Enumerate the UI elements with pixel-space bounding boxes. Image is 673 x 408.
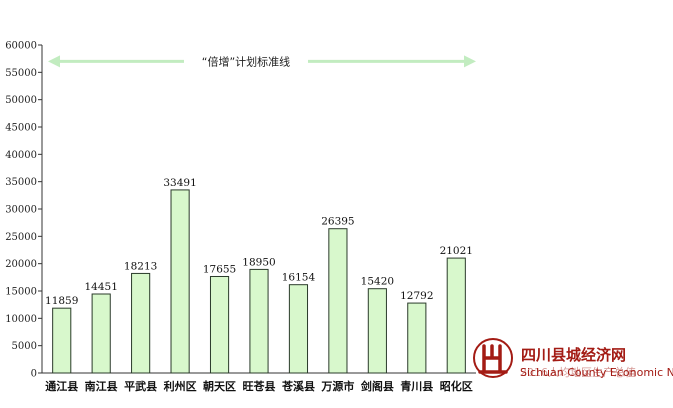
x-tick-label: 苍溪县 bbox=[281, 379, 315, 393]
y-tick-label: 5000 bbox=[12, 341, 37, 352]
y-tick-label: 55000 bbox=[5, 68, 37, 79]
bar-value-label: 14451 bbox=[84, 281, 117, 293]
y-tick-label: 0 bbox=[31, 369, 37, 380]
bar-value-label: 26395 bbox=[321, 216, 354, 228]
bar bbox=[52, 307, 72, 374]
county-seal-logo-icon bbox=[473, 338, 513, 378]
bar-value-label: 15420 bbox=[361, 276, 394, 288]
x-tick-label: 通江县 bbox=[45, 379, 78, 393]
bar-value-label: 12792 bbox=[400, 290, 433, 302]
bars: 11859 14451 18213 33491 17655 18950 16154 26395… bbox=[45, 177, 473, 374]
y-tick-label: 40000 bbox=[5, 150, 37, 161]
x-tick-label: 平武县 bbox=[124, 379, 157, 393]
watermark-subtitle: 2016人均地区生产总值 bbox=[520, 365, 636, 379]
bar bbox=[209, 275, 230, 374]
bar-value-label: 18213 bbox=[124, 260, 157, 272]
bar bbox=[328, 228, 348, 374]
y-tick-label: 30000 bbox=[5, 205, 37, 216]
bar bbox=[170, 189, 190, 374]
y-tick-label: 10000 bbox=[5, 314, 37, 325]
x-tick-label: 朝天区 bbox=[203, 379, 236, 393]
bar bbox=[288, 284, 309, 374]
watermark-english: Sichuan County Economic Net bbox=[520, 366, 673, 379]
x-tick-label: 剑阁县 bbox=[360, 379, 394, 393]
x-axis-ticks: 通江县 南江县 平武县 利州区 朝天区 旺苍县 苍溪县 万源市 剑阁县 青川县 昭化区 bbox=[45, 379, 473, 393]
x-tick-label: 南江县 bbox=[85, 379, 118, 393]
arrow-left-icon bbox=[48, 55, 60, 68]
y-axis-ticks: 0 5000 10000 15000 20000 25000 30000 35000 40000… bbox=[5, 41, 42, 380]
y-tick-label: 35000 bbox=[5, 177, 37, 188]
y-tick-label: 25000 bbox=[5, 232, 37, 243]
y-tick-label: 60000 bbox=[5, 41, 37, 52]
bar bbox=[367, 288, 387, 374]
arrow-right-icon bbox=[464, 55, 476, 68]
bar-value-label: 11859 bbox=[45, 295, 78, 307]
y-tick-label: 45000 bbox=[5, 123, 37, 134]
x-tick-label: 昭化区 bbox=[440, 379, 473, 393]
x-tick-label: 旺苍县 bbox=[243, 379, 276, 393]
y-tick-label: 15000 bbox=[5, 287, 37, 298]
x-tick-label: 万源市 bbox=[320, 379, 354, 393]
bar-value-label: 33491 bbox=[163, 177, 196, 189]
standard-line-annotation: “倍增”计划标准线 bbox=[48, 53, 476, 70]
watermark-title: 四川县城经济网 bbox=[521, 346, 626, 364]
bar bbox=[249, 268, 269, 374]
bar-value-label: 17655 bbox=[203, 263, 236, 275]
bar bbox=[131, 272, 151, 374]
x-tick-label: 青川县 bbox=[400, 379, 433, 393]
watermark: 四川县城经济网 2016人均地区生产总值 Sichuan County Econ… bbox=[473, 338, 673, 379]
bar bbox=[407, 302, 427, 374]
y-tick-label: 50000 bbox=[5, 95, 37, 106]
bar bbox=[91, 293, 111, 374]
annotation-label: “倍增”计划标准线 bbox=[202, 54, 290, 68]
bar-value-label: 18950 bbox=[242, 256, 275, 268]
bar-value-label: 16154 bbox=[282, 272, 316, 284]
bar bbox=[446, 257, 466, 374]
bar-value-label: 21021 bbox=[440, 245, 473, 257]
annotation-label-background bbox=[183, 53, 308, 70]
y-tick-label: 20000 bbox=[5, 259, 37, 270]
x-tick-label: 利州区 bbox=[164, 379, 197, 393]
